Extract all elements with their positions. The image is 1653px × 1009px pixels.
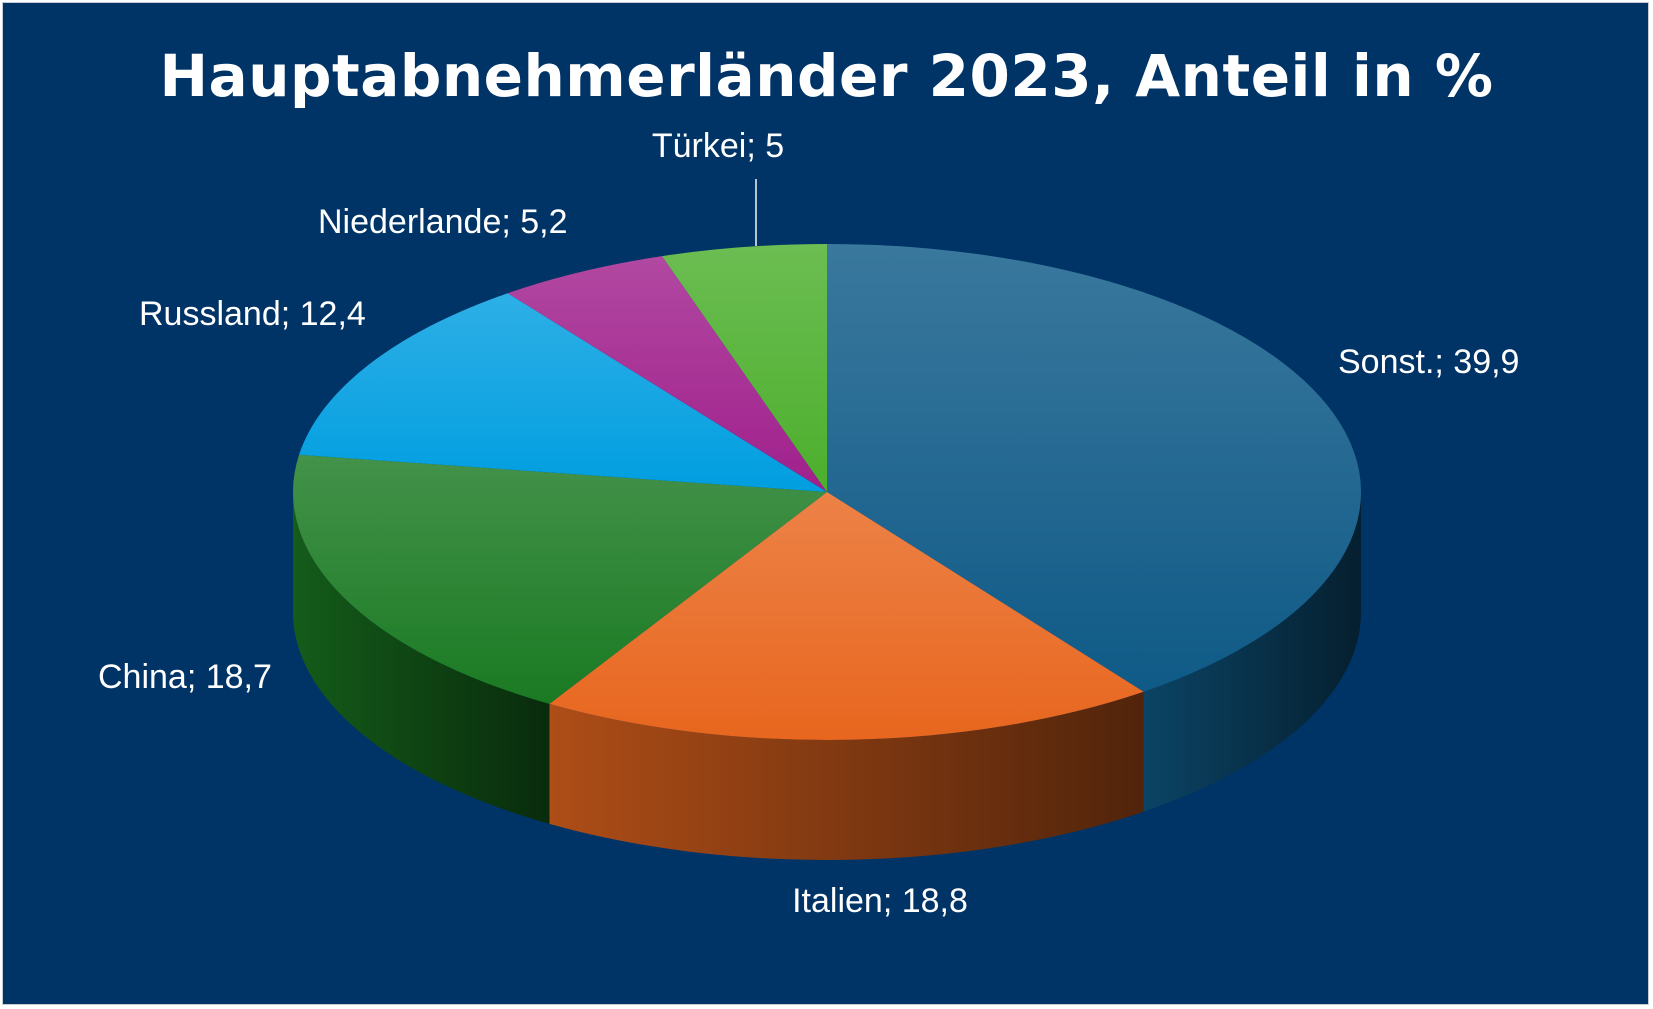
pie-sides <box>293 492 1361 861</box>
pie-side-italien <box>549 691 1144 861</box>
pie-slice-russland <box>299 293 827 492</box>
data-label-china: China; 18,7 <box>98 658 272 696</box>
data-label-sonst: Sonst.; 39,9 <box>1338 343 1519 381</box>
slice-labels: Sonst.; 39,9 Italien; 18,8 China; 18,7 Russ… <box>98 127 1519 920</box>
data-label-niederlande: Niederlande; 5,2 <box>318 203 568 241</box>
pie-top <box>292 244 1362 741</box>
pie-side-sonst <box>1143 492 1361 812</box>
pie-slice-niederlande <box>507 256 827 492</box>
pie-slice-sonst <box>827 244 1362 692</box>
pie-slice-türkei <box>661 244 827 492</box>
data-label-russland: Russland; 12,4 <box>139 295 366 333</box>
pie-slice-italien <box>549 492 1144 741</box>
data-label-türkei: Türkei; 5 <box>652 127 784 165</box>
pie-side-china <box>293 492 550 824</box>
data-label-italien: Italien; 18,8 <box>792 882 968 920</box>
pie-slice-china <box>292 454 827 704</box>
chart-title: Hauptabnehmerländer 2023, Anteil in % <box>159 42 1494 110</box>
